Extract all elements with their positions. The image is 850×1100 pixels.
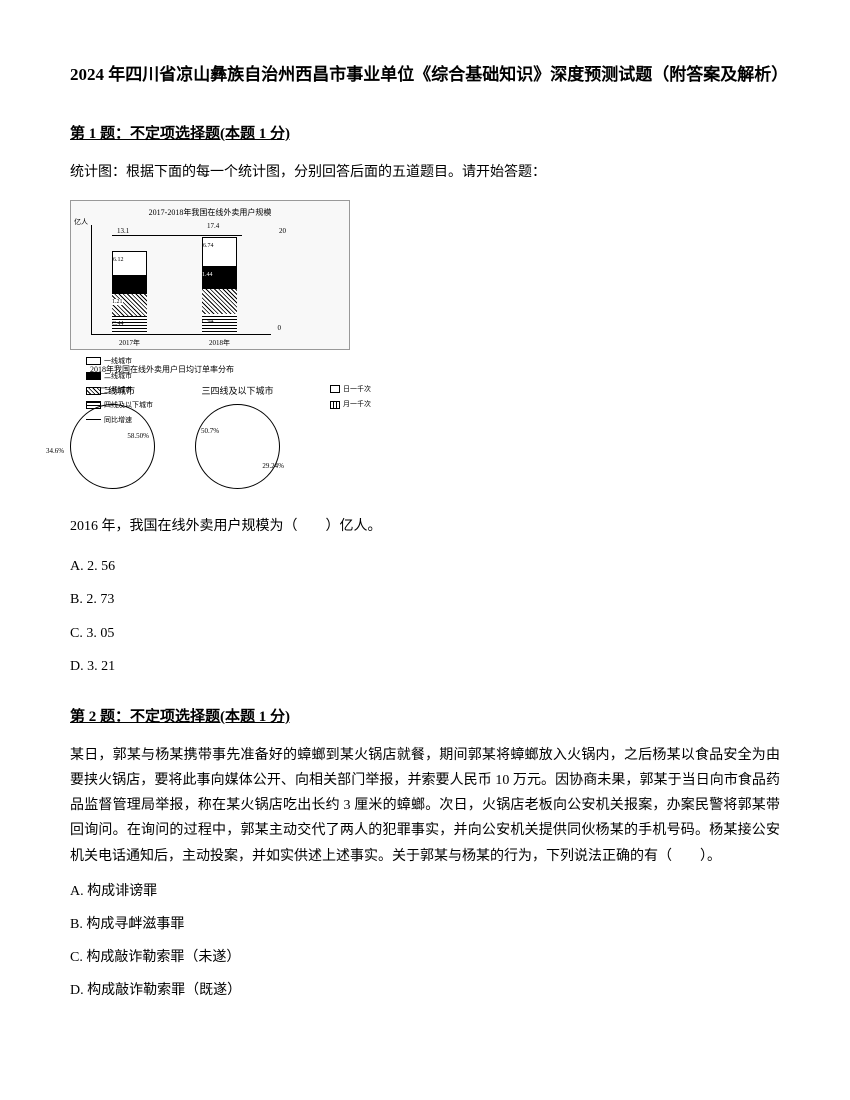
q1-option-d[interactable]: D. 3. 21: [70, 654, 780, 679]
bar2-seg4: C.94: [202, 314, 237, 334]
q2-body: 某日，郭某与杨某携带事先准备好的蟑螂到某火锅店就餐，期间郭某将蟑螂放入火锅内，之…: [70, 743, 780, 869]
pie-chart-2: 50.7% 29.24%: [195, 404, 280, 489]
bar2-seg1: 6.74: [202, 237, 237, 267]
q1-question: 2016 年，我国在线外卖用户规模为（ ）亿人。: [70, 514, 780, 539]
pie1-v2: 58.50%: [127, 430, 149, 443]
pie2-v1: 50.7%: [201, 425, 219, 438]
q2-option-a[interactable]: A. 构成诽谤罪: [70, 879, 780, 904]
q2-option-d[interactable]: D. 构成敲诈勒索罪（既遂）: [70, 978, 780, 1003]
legend-item-1: 一线城市: [86, 355, 153, 368]
y-right-max: 20: [279, 225, 286, 238]
bar1-seg3: 1.21: [112, 294, 147, 316]
y-right-min: 0: [278, 322, 282, 335]
pie1-v1: 34.6%: [46, 445, 64, 458]
bar2-year: 2018年: [202, 337, 237, 350]
bar-chart: 2017-2018年我国在线外卖用户规模 亿人 13.1 17.4 20 0 6…: [70, 200, 350, 350]
pie2-v2: 29.24%: [262, 460, 284, 473]
bar2-seg3: [202, 289, 237, 314]
q2-option-b[interactable]: B. 构成寻衅滋事罪: [70, 912, 780, 937]
q2-header: 第 2 题：不定项选择题(本题 1 分): [70, 704, 780, 731]
bar1-total: 13.1: [117, 225, 129, 238]
legend-item-3: 三线城市: [86, 384, 153, 397]
q1-options: A. 2. 56 B. 2. 73 C. 3. 05 D. 3. 21: [70, 554, 780, 679]
bar-area: 13.1 17.4 20 0 6.12 1.21 C.44 2017年 6.74…: [91, 225, 271, 335]
pie-chart-1: 34.6% 58.50%: [70, 404, 155, 489]
chart-container: 2017-2018年我国在线外卖用户规模 亿人 13.1 17.4 20 0 6…: [70, 200, 780, 489]
legend-item-2: 二线城市: [86, 370, 153, 383]
bar1-seg4: C.44: [112, 316, 147, 334]
q1-header: 第 1 题：不定项选择题(本题 1 分): [70, 121, 780, 148]
q1-option-c[interactable]: C. 3. 05: [70, 621, 780, 646]
trend-line: [112, 235, 242, 236]
bar-2017: 6.12 1.21 C.44 2017年: [112, 251, 147, 334]
bar1-seg2: [112, 276, 147, 294]
bar2-seg2: 1.44: [202, 267, 237, 289]
bar-2018: 6.74 1.44 C.94 2018年: [202, 237, 237, 334]
q1-option-b[interactable]: B. 2. 73: [70, 587, 780, 612]
q1-option-a[interactable]: A. 2. 56: [70, 554, 780, 579]
bar2-total: 17.4: [207, 220, 219, 233]
document-title: 2024 年四川省凉山彝族自治州西昌市事业单位《综合基础知识》深度预测试题（附答…: [70, 60, 780, 91]
bar1-seg1: 6.12: [112, 251, 147, 276]
y-unit: 亿人: [74, 216, 88, 229]
q2-options: A. 构成诽谤罪 B. 构成寻衅滋事罪 C. 构成敲诈勒索罪（未遂） D. 构成…: [70, 879, 780, 1004]
bar-chart-title: 2017-2018年我国在线外卖用户规模: [76, 206, 344, 220]
q2-option-c[interactable]: C. 构成敲诈勒索罪（未遂）: [70, 945, 780, 970]
bar1-year: 2017年: [112, 337, 147, 350]
q1-intro: 统计图：根据下面的每一个统计图，分别回答后面的五道题目。请开始答题：: [70, 160, 780, 185]
